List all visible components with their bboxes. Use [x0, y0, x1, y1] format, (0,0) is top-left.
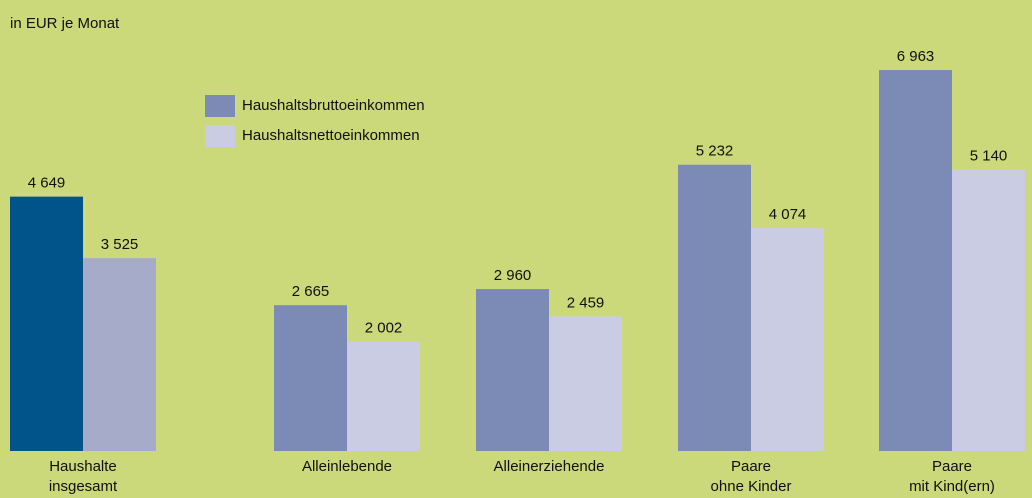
bar	[347, 341, 420, 451]
x-tick-label: Paare	[731, 458, 771, 475]
bar	[476, 289, 549, 451]
value-label: 3 525	[101, 236, 139, 253]
value-label: 6 963	[897, 48, 935, 65]
value-label: 2 960	[494, 267, 532, 284]
bar	[952, 169, 1025, 452]
bar	[751, 228, 824, 451]
value-label: 5 232	[696, 143, 734, 160]
bar	[549, 316, 622, 451]
value-label: 2 002	[365, 319, 403, 336]
x-tick-label: Haushalte	[49, 458, 117, 475]
value-label: 4 074	[769, 206, 807, 223]
legend-swatch	[205, 95, 235, 117]
value-label: 4 649	[28, 175, 66, 192]
x-tick-label: Alleinlebende	[302, 458, 392, 475]
bar	[274, 305, 347, 451]
bar	[678, 164, 751, 451]
bar	[10, 196, 83, 451]
legend-swatch	[205, 125, 235, 147]
x-tick-label: Paare	[932, 458, 972, 475]
x-tick-label: ohne Kinder	[711, 478, 792, 495]
legend-label: Haushaltsbruttoeinkommen	[242, 97, 425, 114]
x-tick-label: Alleinerziehende	[494, 458, 605, 475]
value-label: 2 459	[567, 294, 605, 311]
value-label: 5 140	[970, 148, 1008, 165]
x-tick-label: insgesamt	[49, 478, 118, 495]
bar	[83, 258, 156, 451]
value-label: 2 665	[292, 283, 330, 300]
chart-title: in EUR je Monat	[10, 15, 120, 32]
legend-label: Haushaltsnettoeinkommen	[242, 127, 420, 144]
x-tick-label: mit Kind(ern)	[909, 478, 995, 495]
bar	[879, 70, 952, 452]
